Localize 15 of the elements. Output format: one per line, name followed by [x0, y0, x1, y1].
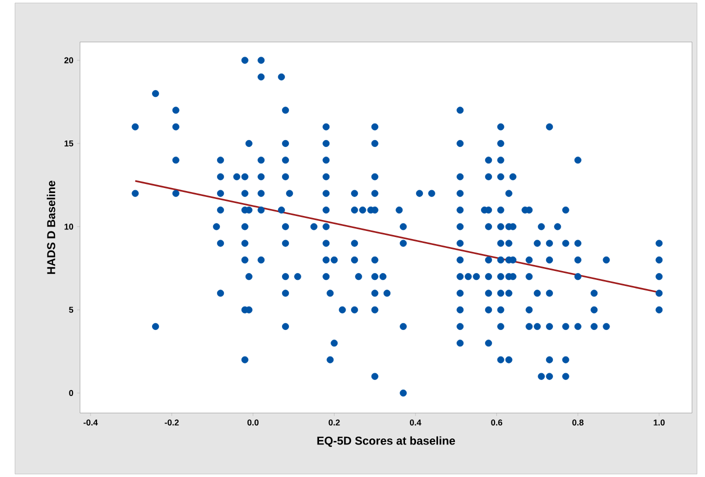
y-axis-title: HADS D Baseline — [46, 180, 56, 274]
x-tick-label: -0.4 — [84, 420, 98, 426]
x-tick-label: 1.0 — [654, 420, 665, 426]
y-tick-label: 5 — [69, 306, 74, 313]
y-tick-label: 10 — [64, 224, 74, 230]
x-tick-label: 0.8 — [572, 420, 584, 426]
x-tick-label: 0.4 — [410, 420, 422, 426]
x-tick-label: -0.2 — [164, 420, 179, 426]
y-tick-label: 20 — [64, 57, 74, 64]
y-tick-label: 15 — [64, 140, 74, 146]
x-axis-title: EQ-5D Scores at baseline — [317, 436, 456, 447]
x-tick-label: 0.6 — [491, 420, 502, 426]
y-tick-label: 0 — [69, 390, 74, 396]
x-tick-label: 0.2 — [328, 420, 340, 426]
x-tick-label: 0.0 — [247, 420, 259, 426]
